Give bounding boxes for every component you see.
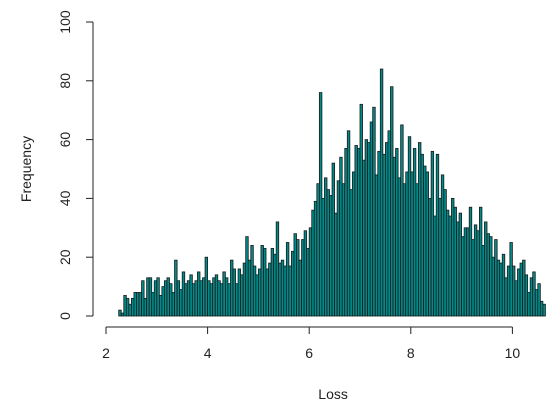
x-axis-ticks: 2 4 6 8 10 (102, 327, 520, 361)
x-tick-label: 4 (204, 345, 212, 361)
y-tick-label: 40 (57, 190, 73, 206)
y-axis-title: Frequency (18, 136, 34, 202)
x-tick-label: 2 (102, 345, 110, 361)
histogram-bar (542, 303, 546, 317)
x-tick-label: 8 (407, 345, 415, 361)
x-tick-label: 10 (505, 345, 521, 361)
y-tick-label: 0 (57, 312, 73, 320)
x-axis-title: Loss (318, 386, 348, 402)
y-axis-ticks: 0 20 40 60 80 100 (57, 10, 93, 320)
y-tick-label: 100 (57, 10, 73, 34)
y-tick-label: 20 (57, 249, 73, 265)
bars-group (118, 68, 546, 317)
histogram-bar (537, 283, 541, 317)
y-tick-label: 80 (57, 73, 73, 89)
y-tick-label: 60 (57, 132, 73, 148)
x-tick-label: 6 (305, 345, 313, 361)
